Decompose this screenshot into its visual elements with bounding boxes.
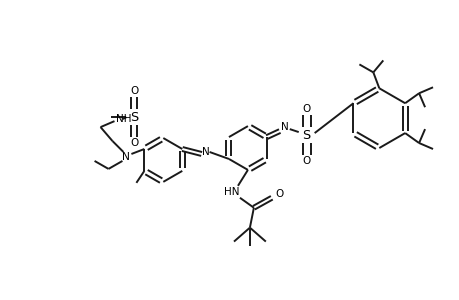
Text: O: O: [130, 86, 138, 96]
Text: NH: NH: [116, 114, 132, 124]
Text: O: O: [130, 138, 138, 148]
Text: O: O: [275, 189, 283, 199]
Text: O: O: [302, 104, 310, 114]
Text: O: O: [302, 156, 310, 166]
Text: N: N: [122, 152, 130, 162]
Text: HN: HN: [224, 187, 239, 197]
Text: S: S: [130, 111, 138, 124]
Text: N: N: [202, 147, 209, 157]
Text: S: S: [302, 129, 310, 142]
Text: N: N: [280, 122, 288, 132]
